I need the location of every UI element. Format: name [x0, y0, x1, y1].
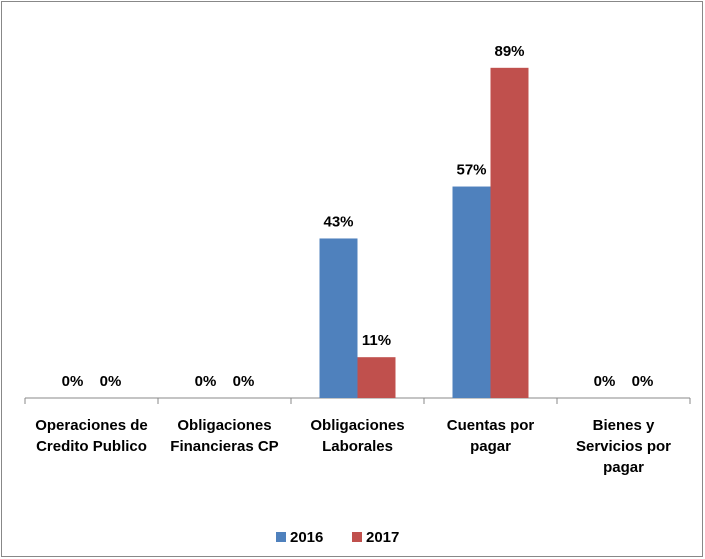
data-label: 89% — [494, 43, 524, 60]
x-tick-label: Bienes y Servicios por pagar — [575, 417, 672, 476]
data-label: 57% — [456, 162, 486, 179]
bar — [319, 238, 358, 398]
legend-label: 2017 — [366, 529, 399, 546]
bar — [490, 67, 529, 398]
data-label: 11% — [362, 332, 391, 349]
legend-swatch — [276, 532, 286, 542]
data-label: 0% — [195, 373, 217, 390]
data-label: 0% — [62, 373, 84, 390]
legend-label: 2016 — [290, 529, 323, 546]
x-tick-label: Operaciones de Credito Publico — [35, 417, 148, 455]
data-label: 0% — [100, 373, 122, 390]
bar — [357, 357, 396, 398]
x-tick-label: Obligaciones Financieras CP — [170, 417, 279, 455]
data-label: 43% — [323, 213, 353, 230]
bar — [452, 186, 491, 398]
legend-swatch — [352, 532, 362, 542]
x-tick-label: Obligaciones Laborales — [310, 417, 405, 455]
x-tick-label: Cuentas por pagar — [446, 417, 535, 455]
data-label: 0% — [233, 373, 255, 390]
data-label: 0% — [594, 373, 616, 390]
data-label: 0% — [632, 373, 654, 390]
